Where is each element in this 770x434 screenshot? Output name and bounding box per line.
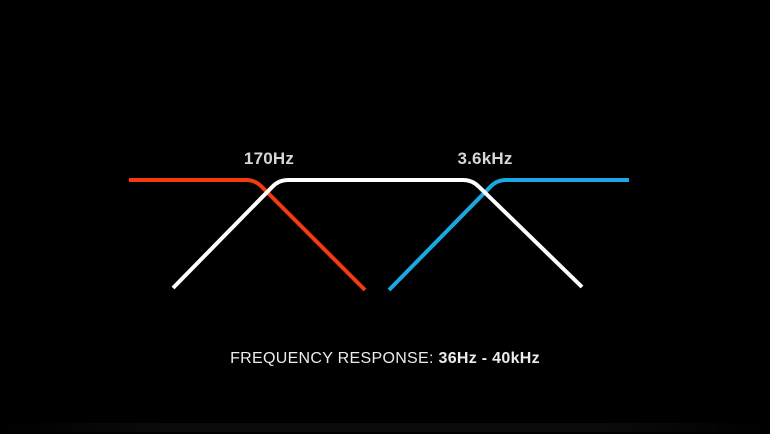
crossover-curves (129, 178, 629, 292)
low-pass-driver-curve (129, 178, 367, 292)
frequency-response-caption: FREQUENCY RESPONSE: 36Hz - 40kHz (0, 350, 770, 368)
high-pass-driver-curve (387, 178, 629, 292)
band-pass-driver-curve (171, 178, 584, 290)
crossover-label-170hz: 170Hz (243, 149, 295, 168)
caption-prefix-text: FREQUENCY RESPONSE: (230, 350, 439, 367)
caption-range-text: 36Hz - 40kHz (438, 350, 540, 367)
crossover-label-3-6khz: 3.6kHz (457, 149, 513, 168)
